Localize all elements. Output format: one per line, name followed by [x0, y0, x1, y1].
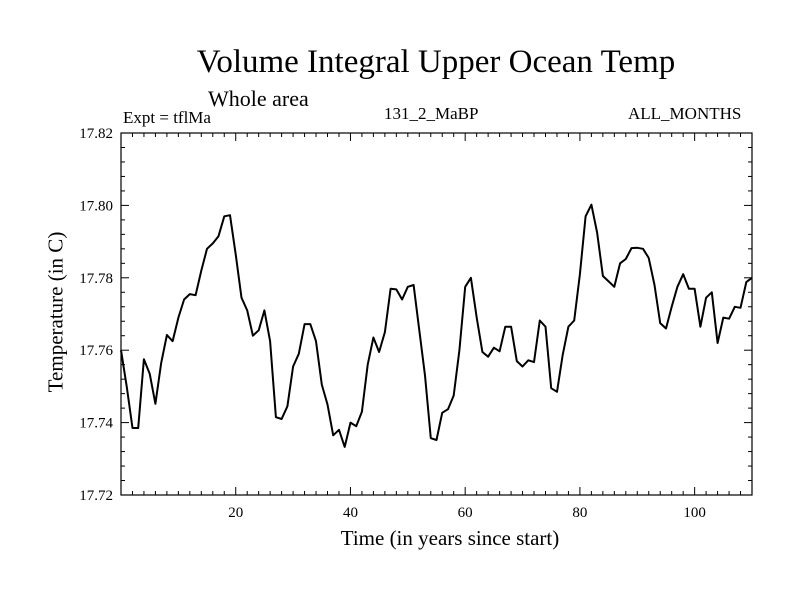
chart-title: Volume Integral Upper Ocean Temp [196, 44, 676, 80]
temperature-series-line [120, 203, 753, 448]
y-tick-label: 17.82 [79, 126, 113, 142]
x-tick-label: 80 [572, 505, 587, 521]
y-tick-label: 17.76 [79, 343, 113, 359]
axis-ticks: 20 40 60 80 100 17.72 17.74 17.76 17.78 17.80 17.8… [79, 126, 752, 521]
y-tick-label: 17.78 [79, 271, 113, 287]
y-tick-label: 17.72 [79, 488, 113, 504]
x-tick-label: 40 [343, 505, 358, 521]
y-tick-label: 17.74 [79, 416, 113, 432]
x-tick-label: 100 [683, 505, 706, 521]
plot-frame [120, 132, 753, 496]
period-label: ALL_MONTHS [628, 104, 742, 123]
run-label: 131_2_MaBP [384, 104, 479, 123]
y-tick-label: 17.80 [79, 198, 113, 214]
x-tick-label: 20 [228, 505, 243, 521]
experiment-label: Expt = tflMa [123, 108, 211, 127]
x-axis-label: Time (in years since start) [340, 526, 560, 550]
x-tick-label: 60 [458, 505, 473, 521]
chart-subtitle: Whole area [208, 86, 309, 111]
